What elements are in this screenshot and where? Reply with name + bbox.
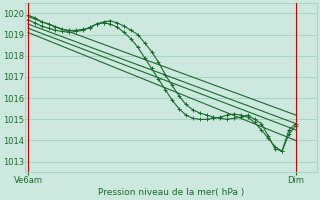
X-axis label: Pression niveau de la mer( hPa ): Pression niveau de la mer( hPa ) — [98, 188, 244, 197]
